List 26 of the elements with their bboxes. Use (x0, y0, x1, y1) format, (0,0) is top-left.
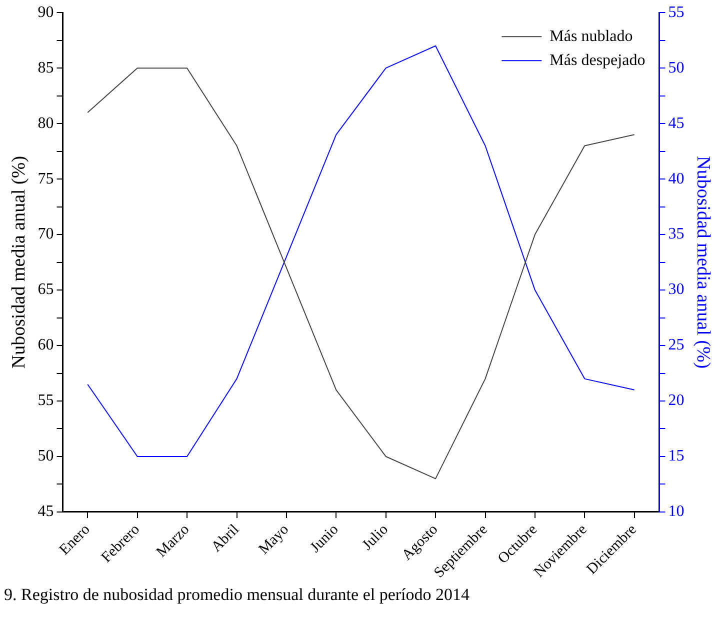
y2-tick-label: 15 (668, 448, 684, 465)
y-tick-label: 65 (38, 281, 54, 298)
y-tick-label: 55 (38, 392, 54, 410)
text: 9. Registro de nubosidad promedio mensual durante el período 2014 (3, 585, 471, 605)
y-tick-label: 75 (38, 170, 54, 188)
y2-axis-title: Nubosidad media anual (%) (692, 156, 714, 369)
y-tick-label: 85 (38, 59, 54, 76)
y-axis-title: Nubosidad media anual (%) (8, 156, 30, 369)
y-tick-label: 60 (38, 336, 54, 354)
y-tick-label: 50 (38, 448, 54, 465)
y2-tick-label: 40 (668, 170, 684, 188)
legend-label: Más nublado (550, 28, 633, 45)
y2-tick-label: 50 (668, 59, 684, 76)
legend-label: Más despejado (550, 52, 646, 69)
y2-tick-label: 55 (668, 4, 684, 21)
y2-tick-label: 45 (668, 114, 684, 132)
x-tick-label: Julio (360, 522, 392, 554)
y-tick-label: 90 (38, 4, 54, 21)
y2-tick-label: 20 (668, 392, 684, 410)
y-tick-label: 45 (38, 503, 54, 520)
y2-tick-label: 25 (668, 336, 684, 354)
y2-tick-label: 30 (668, 281, 684, 298)
y2-tick-label: 35 (668, 226, 684, 243)
y-tick-label: 70 (38, 226, 54, 243)
y-tick-label: 80 (38, 114, 54, 132)
y2-tick-label: 10 (668, 503, 684, 520)
